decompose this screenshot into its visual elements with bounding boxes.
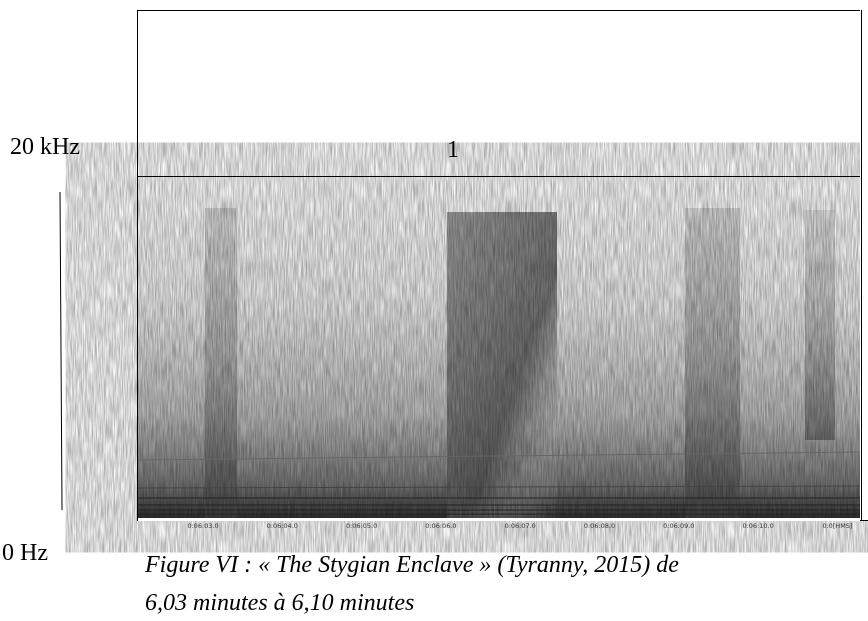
time-tick-label: 0:06:04.0 xyxy=(267,522,298,530)
time-tick-label: 0:0[HMS] xyxy=(822,522,852,530)
page: 20 kHz 0 Hz 1 0:06:0 xyxy=(0,0,868,621)
spectrogram-noise xyxy=(138,177,860,518)
time-tick-label: 0:06:08.0 xyxy=(584,522,615,530)
time-strip xyxy=(138,518,860,521)
time-tick-label: 0:06:07.0 xyxy=(505,522,536,530)
time-tick-label: 0:06:09.0 xyxy=(663,522,694,530)
spectrogram-figure: 1 0:06:03.0 0:06:04.0 0:06:05.0 0:06:06.0 0:… xyxy=(0,0,868,621)
marker-label: 1 xyxy=(447,137,459,163)
caption-line: 6,03 minutes à 6,10 minutes xyxy=(145,590,414,617)
time-tick-label: 0:06:06.0 xyxy=(425,522,456,530)
time-tick-label: 0:06:03.0 xyxy=(187,522,218,530)
caption-line: Figure VI : « The Stygian Enclave » (Tyr… xyxy=(145,552,679,579)
axis-line xyxy=(60,192,62,510)
time-tick-label: 0:06:10.0 xyxy=(742,522,773,530)
time-tick-label: 0:06:05.0 xyxy=(346,522,377,530)
